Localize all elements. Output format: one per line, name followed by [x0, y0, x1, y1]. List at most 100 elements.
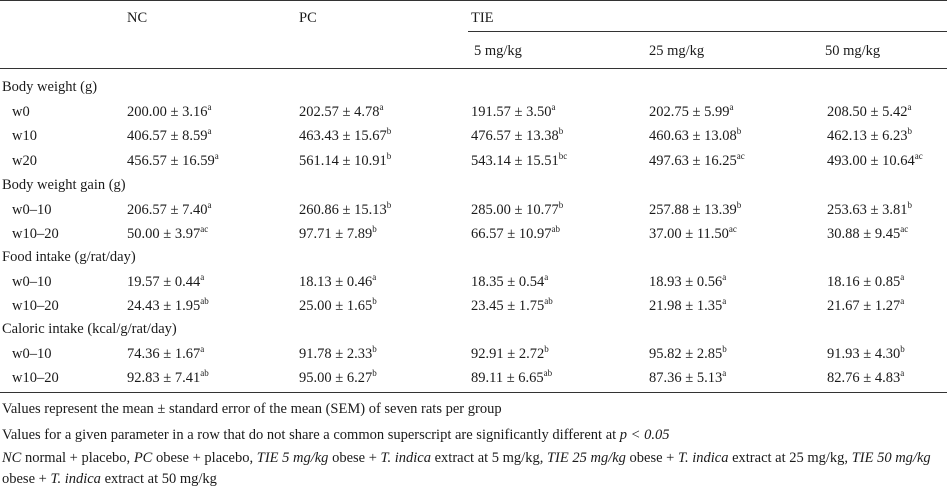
- table-cell: 208.50 ± 5.42a: [827, 101, 912, 121]
- cell-value: 460.63 ± 13.08: [649, 128, 737, 144]
- significance-superscript: bc: [558, 150, 568, 161]
- cell-value: 18.13 ± 0.46: [299, 273, 373, 290]
- tie-spanner-rule: [468, 31, 947, 32]
- significance-superscript: b: [558, 126, 564, 136]
- significance-superscript: a: [907, 101, 912, 112]
- significance-superscript: ac: [914, 150, 923, 161]
- table-cell: 191.57 ± 3.50a: [471, 102, 555, 121]
- significance-superscript: b: [900, 343, 905, 354]
- table-cell: 200.00 ± 3.16a: [127, 102, 211, 121]
- cell-value: 66.57 ± 10.97: [471, 226, 552, 242]
- row-label: w10: [12, 128, 37, 144]
- significance-superscript: a: [214, 150, 219, 161]
- table-cell: 24.43 ± 1.95ab: [127, 297, 209, 315]
- cell-value: 95.82 ± 2.85: [649, 345, 723, 362]
- row-label: w10–20: [12, 226, 59, 242]
- abbreviation: TIE 5 mg/kg: [256, 450, 329, 466]
- table-cell: 87.36 ± 5.13a: [649, 369, 726, 387]
- significance-superscript: ac: [200, 224, 209, 234]
- table-cell: 543.14 ± 15.51bc: [471, 150, 568, 170]
- significance-superscript: ab: [543, 368, 553, 378]
- table-cell: 89.11 ± 6.65ab: [471, 369, 552, 387]
- table-cell: 25.00 ± 1.65b: [299, 297, 377, 315]
- significance-superscript: a: [544, 271, 549, 282]
- table-cell: 202.75 ± 5.99a: [649, 102, 733, 121]
- section-label: Body weight (g): [2, 79, 98, 95]
- significance-superscript: b: [372, 368, 377, 378]
- cell-value: 543.14 ± 15.51: [471, 152, 559, 169]
- cell-value: 206.57 ± 7.40: [127, 201, 208, 218]
- row-label: w10–20: [12, 370, 59, 386]
- footnote-abbreviations: NC normal + placebo, PC obese + placebo,…: [2, 448, 945, 490]
- footnote-p-value: p < 0.05: [619, 427, 670, 443]
- table-cell: 18.35 ± 0.54a: [471, 271, 549, 291]
- cell-value: 24.43 ± 1.95: [127, 298, 201, 314]
- table-cell: 95.82 ± 2.85b: [649, 344, 727, 363]
- cell-value: 21.98 ± 1.35: [649, 298, 723, 314]
- cell-value: 91.93 ± 4.30: [827, 345, 901, 362]
- table-cell: 260.86 ± 15.13b: [299, 200, 391, 219]
- significance-superscript: b: [907, 199, 912, 210]
- table-cell: 50.00 ± 3.97ac: [127, 225, 208, 243]
- table-cell: 66.57 ± 10.97ab: [471, 225, 560, 243]
- cell-value: 260.86 ± 15.13: [299, 201, 387, 218]
- table-cell: 82.76 ± 4.83a: [827, 369, 904, 387]
- significance-superscript: ab: [200, 368, 209, 378]
- significance-superscript: ab: [551, 224, 560, 234]
- header-nc: NC: [127, 10, 148, 26]
- significance-superscript: b: [544, 343, 549, 354]
- cell-value: 18.35 ± 0.54: [471, 273, 545, 290]
- cell-value: 97.71 ± 7.89: [299, 226, 373, 242]
- cell-value: 18.16 ± 0.85: [827, 273, 901, 290]
- row-label: w0–10: [12, 345, 52, 362]
- abbreviation-definition: obese + placebo,: [152, 450, 257, 466]
- table-bottom-rule: [0, 392, 947, 393]
- section-label: Body weight gain (g): [2, 177, 126, 193]
- species-name: T. indica: [50, 471, 101, 487]
- significance-superscript: a: [900, 368, 905, 378]
- table-cell: 19.57 ± 0.44a: [127, 271, 205, 291]
- cell-value: 21.67 ± 1.27: [827, 298, 901, 314]
- significance-superscript: ac: [900, 224, 909, 234]
- cell-value: 406.57 ± 8.59: [127, 128, 208, 144]
- cell-value: 253.63 ± 3.81: [827, 201, 908, 218]
- cell-value: 89.11 ± 6.65: [471, 370, 544, 386]
- abbreviation-definition: obese +: [625, 450, 678, 466]
- cell-value: 200.00 ± 3.16: [127, 103, 208, 120]
- significance-superscript: ab: [544, 296, 553, 306]
- significance-superscript: b: [386, 126, 392, 136]
- significance-superscript: b: [372, 224, 377, 234]
- significance-superscript: a: [722, 368, 727, 378]
- cell-value: 208.50 ± 5.42: [827, 103, 908, 120]
- table-cell: 463.43 ± 15.67b: [299, 127, 391, 145]
- table-cell: 21.98 ± 1.35a: [649, 297, 726, 315]
- significance-superscript: ac: [728, 224, 737, 234]
- table-cell: 91.93 ± 4.30b: [827, 343, 905, 363]
- table-cell: 30.88 ± 9.45ac: [827, 225, 908, 243]
- significance-superscript: b: [372, 343, 377, 354]
- significance-superscript: b: [736, 199, 742, 210]
- significance-superscript: b: [736, 126, 742, 136]
- significance-superscript: ac: [736, 150, 745, 161]
- significance-superscript: b: [386, 150, 392, 161]
- abbreviation-definition: normal + placebo,: [21, 450, 134, 466]
- cell-value: 497.63 ± 16.25: [649, 152, 737, 169]
- cell-value: 30.88 ± 9.45: [827, 226, 901, 242]
- significance-superscript: a: [207, 126, 212, 136]
- header-tie-50: 50 mg/kg: [825, 43, 881, 59]
- table-cell: 285.00 ± 10.77b: [471, 200, 563, 219]
- section-label: Caloric intake (kcal/g/rat/day): [2, 321, 177, 337]
- table-top-rule: [0, 0, 947, 1]
- abbreviation: TIE 25 mg/kg: [546, 450, 626, 466]
- table-cell: 74.36 ± 1.67a: [127, 344, 204, 363]
- row-label: w10–20: [12, 298, 59, 314]
- table-cell: 92.83 ± 7.41ab: [127, 369, 209, 387]
- cell-value: 92.83 ± 7.41: [127, 370, 201, 386]
- cell-value: 95.00 ± 6.27: [299, 370, 373, 386]
- table-cell: 460.63 ± 13.08b: [649, 127, 741, 145]
- abbreviation-definition-tail: extract at 50 mg/kg: [100, 471, 217, 487]
- table-cell: 406.57 ± 8.59a: [127, 127, 211, 145]
- significance-superscript: a: [200, 271, 205, 282]
- cell-value: 74.36 ± 1.67: [127, 345, 201, 362]
- abbreviation: TIE 50 mg/kg: [851, 450, 931, 466]
